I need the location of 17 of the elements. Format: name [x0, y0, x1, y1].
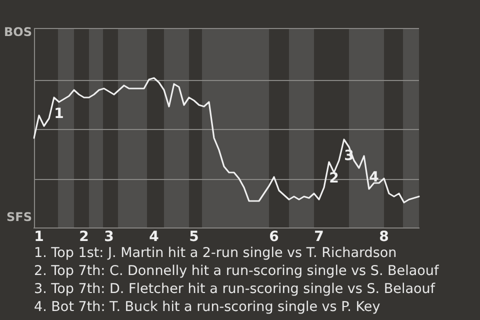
x-tick-label: 6	[269, 229, 279, 246]
x-tick-label: 4	[149, 229, 160, 246]
x-tick-label: 5	[189, 229, 199, 246]
x-tick-label: 1	[34, 229, 44, 246]
text: 1. Top 1st: J. Martin hit a 2-run single vs T. Richardson	[34, 244, 398, 262]
annotation: 2	[329, 170, 339, 187]
text: BOS	[4, 25, 32, 40]
x-tick-label: 3	[104, 229, 114, 246]
x-tick-label: 2	[79, 229, 89, 246]
annotation: 1	[54, 106, 64, 122]
x-tick-label: 7	[314, 229, 324, 246]
text: 3. Top 7th: D. Fletcher hit a run-scoring single vs S. Belaouf	[34, 280, 436, 298]
text: SFS	[6, 210, 32, 224]
text: 4. Bot 7th: T. Buck hit a run-scoring single vs P. Key	[34, 298, 382, 316]
annotation: 4	[369, 170, 380, 186]
x-tick-label: 8	[379, 229, 389, 246]
text: 2. Top 7th: C. Donnelly hit a run-scoring single vs S. Belaouf	[34, 262, 439, 280]
